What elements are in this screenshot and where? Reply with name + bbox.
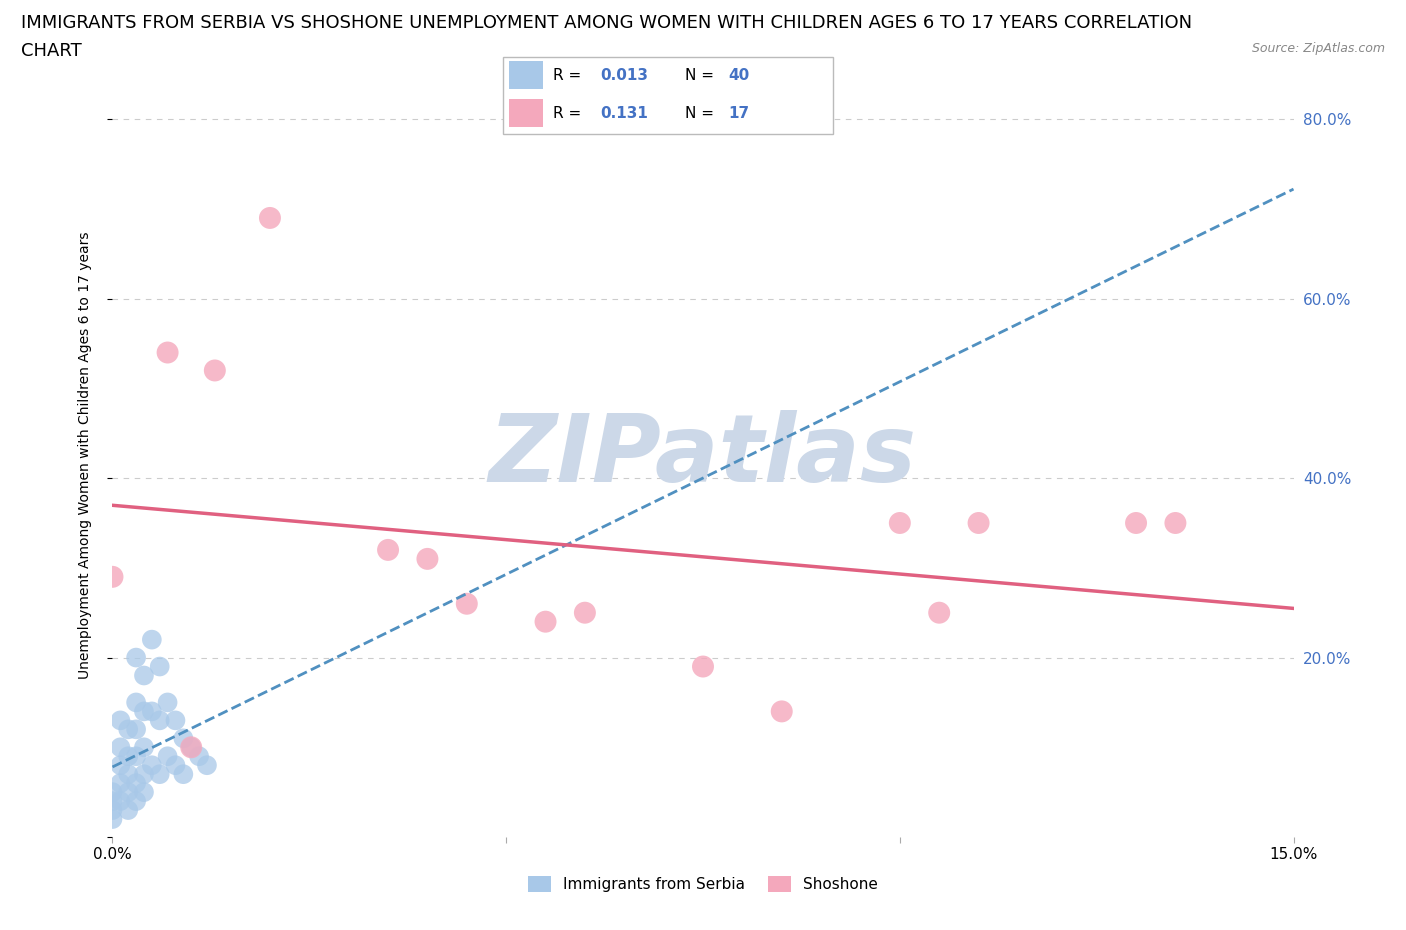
Point <box>1125 515 1147 530</box>
Point <box>117 803 139 817</box>
Point <box>195 758 218 773</box>
Point <box>149 659 172 674</box>
Point <box>117 749 139 764</box>
Point <box>101 569 124 584</box>
Point <box>889 515 911 530</box>
Point <box>967 515 990 530</box>
Point <box>204 363 226 378</box>
FancyBboxPatch shape <box>502 57 834 134</box>
Point <box>125 695 148 710</box>
Point <box>110 713 132 728</box>
Point <box>101 793 124 808</box>
Text: ZIPatlas: ZIPatlas <box>489 410 917 501</box>
Point <box>172 766 194 781</box>
Point <box>132 704 155 719</box>
Point <box>156 749 179 764</box>
Point <box>180 740 202 755</box>
Point <box>377 542 399 557</box>
Point <box>110 776 132 790</box>
Point <box>125 749 148 764</box>
Text: 40: 40 <box>728 68 749 83</box>
Text: IMMIGRANTS FROM SERBIA VS SHOSHONE UNEMPLOYMENT AMONG WOMEN WITH CHILDREN AGES 6: IMMIGRANTS FROM SERBIA VS SHOSHONE UNEMP… <box>21 14 1192 32</box>
Point <box>456 596 478 611</box>
Point <box>928 605 950 620</box>
Point <box>117 722 139 737</box>
Point <box>141 758 163 773</box>
Point <box>132 785 155 800</box>
Point <box>149 713 172 728</box>
Point <box>188 749 211 764</box>
Point <box>132 668 155 683</box>
Point <box>101 812 124 827</box>
Point <box>534 614 557 629</box>
Text: Source: ZipAtlas.com: Source: ZipAtlas.com <box>1251 42 1385 55</box>
Point <box>125 776 148 790</box>
Point <box>110 740 132 755</box>
Text: CHART: CHART <box>21 42 82 60</box>
Point <box>110 793 132 808</box>
Point <box>101 803 124 817</box>
Point <box>156 695 179 710</box>
FancyBboxPatch shape <box>509 100 543 127</box>
Text: 0.013: 0.013 <box>600 68 648 83</box>
Text: R =: R = <box>553 68 586 83</box>
Text: 0.131: 0.131 <box>600 106 648 121</box>
Point <box>692 659 714 674</box>
Point <box>101 785 124 800</box>
Legend: Immigrants from Serbia, Shoshone: Immigrants from Serbia, Shoshone <box>522 870 884 898</box>
Point <box>180 740 202 755</box>
Point <box>132 766 155 781</box>
Point <box>141 704 163 719</box>
Point <box>132 740 155 755</box>
FancyBboxPatch shape <box>509 61 543 89</box>
Text: 17: 17 <box>728 106 749 121</box>
Point <box>125 650 148 665</box>
Point <box>125 722 148 737</box>
Point <box>117 766 139 781</box>
Text: R =: R = <box>553 106 586 121</box>
Point <box>117 785 139 800</box>
Point <box>110 758 132 773</box>
Y-axis label: Unemployment Among Women with Children Ages 6 to 17 years: Unemployment Among Women with Children A… <box>77 232 91 680</box>
Point <box>125 793 148 808</box>
Text: N =: N = <box>685 68 718 83</box>
Point <box>259 210 281 225</box>
Point <box>165 713 187 728</box>
Text: N =: N = <box>685 106 718 121</box>
Point <box>156 345 179 360</box>
Point <box>165 758 187 773</box>
Point <box>574 605 596 620</box>
Point <box>172 731 194 746</box>
Point <box>141 632 163 647</box>
Point <box>1164 515 1187 530</box>
Point <box>149 766 172 781</box>
Point <box>770 704 793 719</box>
Point <box>416 551 439 566</box>
